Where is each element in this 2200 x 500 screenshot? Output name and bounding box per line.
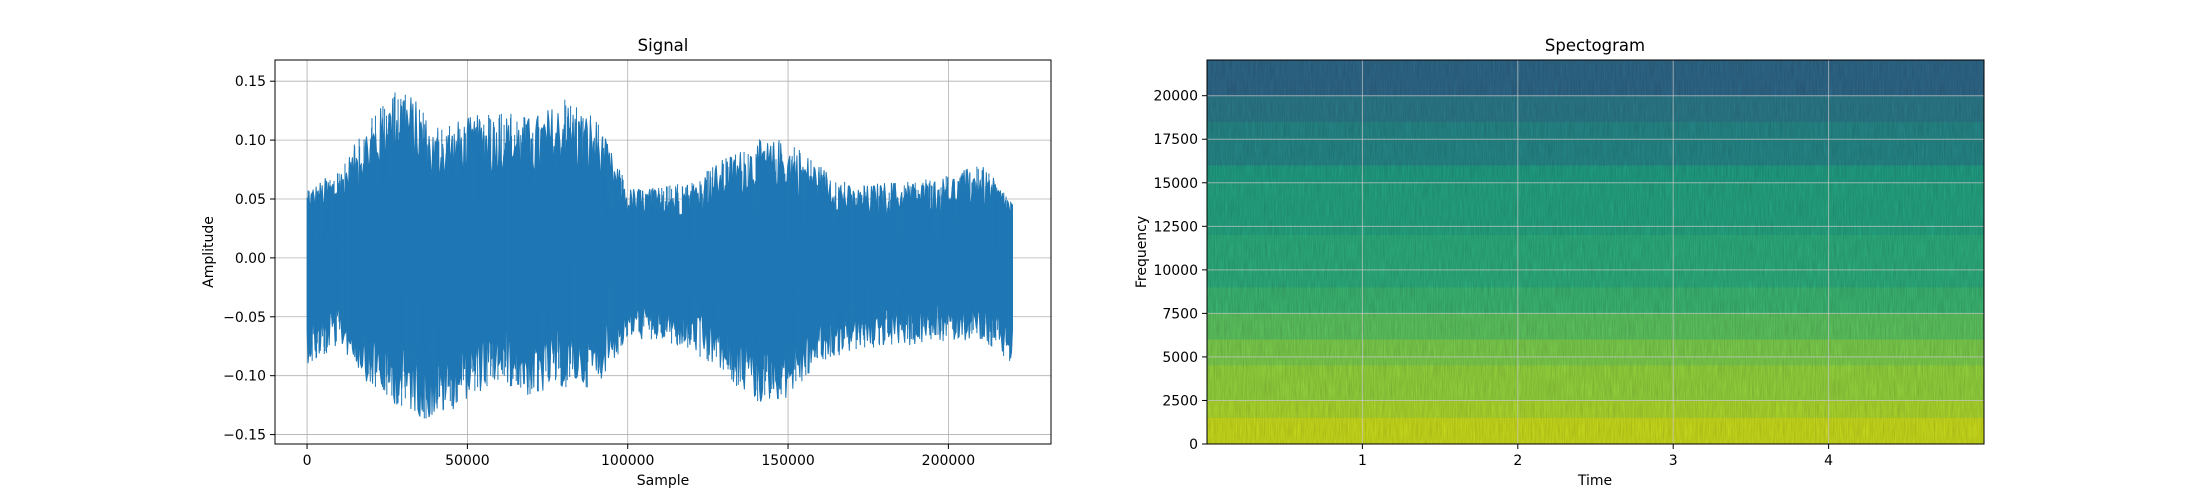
spectrogram-texture [1207, 60, 1984, 444]
spectrogram-y-tick-label: 2500 [1162, 393, 1198, 409]
signal-y-tick-label: 0.15 [235, 74, 266, 90]
spectrogram-x-tick-label: 2 [1513, 453, 1522, 469]
spectrogram-axes-frame [1206, 59, 1985, 445]
signal-x-tick-label: 50000 [445, 453, 490, 469]
signal-x-tick-label: 150000 [761, 453, 814, 469]
signal-y-tick-label: −0.05 [223, 310, 266, 326]
spectrogram-y-tick-label: 5000 [1162, 350, 1198, 366]
signal-y-axis-label: Amplitude [201, 216, 217, 288]
signal-x-tick-label: 0 [303, 453, 312, 469]
signal-y-ticks: −0.15 −0.10 −0.05 0.00 0.05 0.10 0.15 [223, 74, 275, 444]
spectrogram-y-tick-label: 12500 [1153, 219, 1198, 235]
signal-y-tick-label: 0.05 [235, 192, 266, 208]
signal-axes-frame [274, 59, 1052, 445]
spectrogram-x-tick-label: 4 [1824, 453, 1833, 469]
spectrogram-y-tick-label: 7500 [1162, 306, 1198, 322]
signal-y-tick-label: 0.10 [235, 133, 266, 149]
spectrogram-panel: 1 2 3 4 0 2500 5000 7500 10000 12500 15000 17500 20… [1134, 36, 1985, 489]
spectrogram-y-tick-label: 10000 [1153, 263, 1198, 279]
signal-y-tick-label: 0.00 [235, 251, 266, 267]
spectrogram-y-tick-label: 0 [1189, 437, 1198, 453]
signal-x-axis-label: Sample [637, 473, 690, 489]
spectrogram-y-tick-label: 15000 [1153, 176, 1198, 192]
spectrogram-y-tick-label: 17500 [1153, 132, 1198, 148]
spectrogram-x-axis-label: Time [1577, 473, 1612, 489]
spectrogram-x-tick-label: 3 [1669, 453, 1678, 469]
signal-x-tick-label: 100000 [601, 453, 654, 469]
signal-y-tick-label: −0.10 [223, 369, 266, 385]
spectrogram-title: Spectogram [1545, 36, 1645, 55]
spectrogram-x-ticks: 1 2 3 4 [1358, 444, 1833, 469]
spectrogram-x-tick-label: 1 [1358, 453, 1367, 469]
signal-x-ticks: 0 50000 100000 150000 200000 [303, 444, 975, 469]
signal-x-tick-label: 200000 [922, 453, 975, 469]
signal-y-tick-label: −0.15 [223, 428, 266, 444]
signal-panel: 0 50000 100000 150000 200000 −0.15 −0.10 −0.05… [201, 36, 1052, 489]
spectrogram-y-tick-label: 20000 [1153, 89, 1198, 105]
signal-title: Signal [638, 36, 689, 55]
spectrogram-y-axis-label: Frequency [1134, 216, 1150, 288]
signal-spikes [307, 92, 1012, 419]
spectrogram-y-ticks: 0 2500 5000 7500 10000 12500 15000 17500 20000 [1153, 89, 1207, 453]
